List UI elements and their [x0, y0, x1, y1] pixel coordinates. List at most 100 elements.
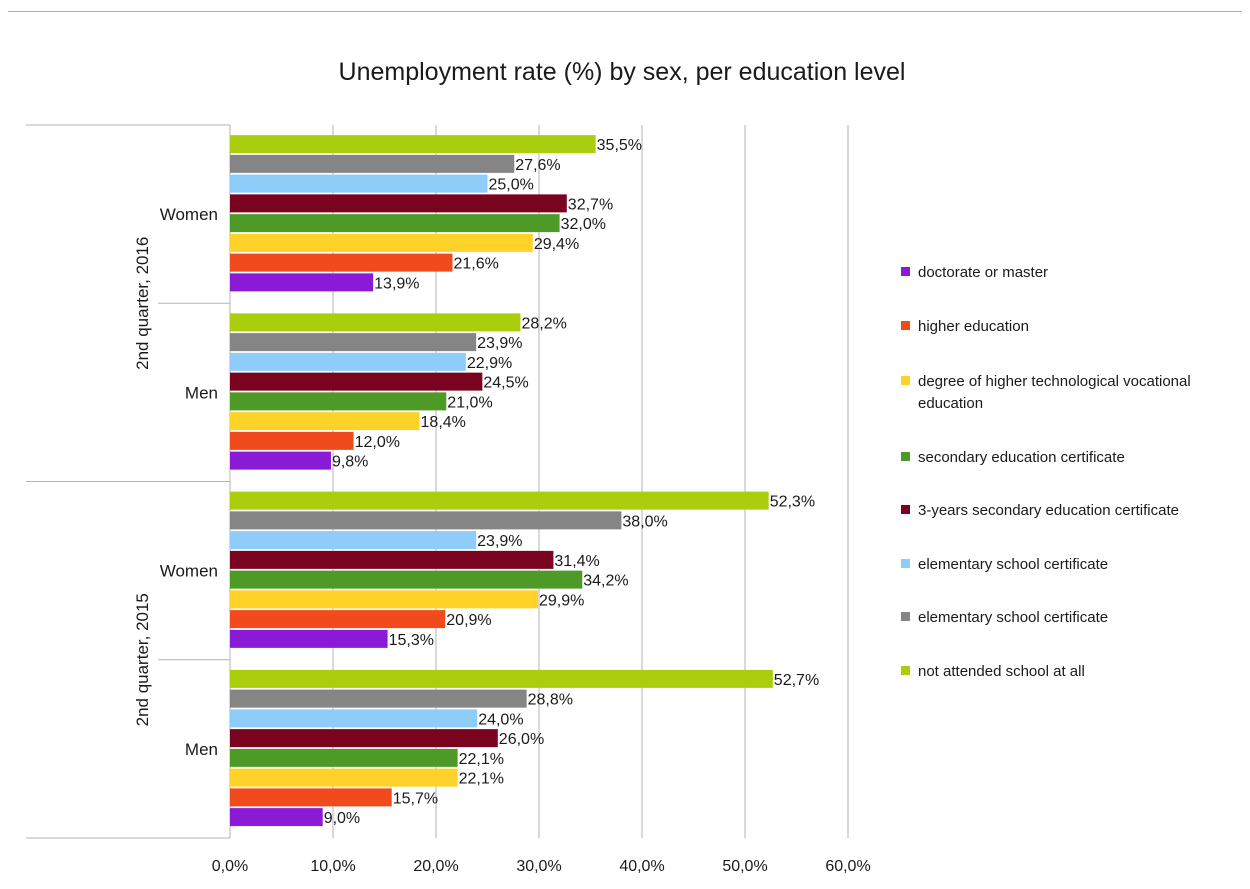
bar: [230, 372, 483, 391]
chart-frame: Unemployment rate (%) by sex, per educat…: [8, 11, 1242, 886]
data-label: 38,0%: [622, 513, 667, 530]
bar: [230, 431, 354, 450]
bar: [230, 629, 388, 648]
bar: [230, 570, 583, 589]
bar: [230, 392, 447, 411]
period-label: 2nd quarter, 2015: [133, 593, 152, 726]
legend-swatch: [901, 666, 910, 675]
x-tick-label: 40,0%: [619, 858, 664, 875]
legend-label: higher education: [918, 318, 1029, 335]
legend-swatch: [901, 612, 910, 621]
data-label: 29,4%: [534, 236, 579, 253]
data-label: 29,9%: [539, 592, 584, 609]
bar: [230, 333, 477, 352]
bar: [230, 709, 478, 728]
label-layer: 13,9% 21,6% 29,4% 32,0% 32,7% 25,0% 27,6% 35,5%…: [324, 137, 819, 827]
data-label: 23,9%: [477, 533, 522, 550]
bar: [230, 550, 554, 569]
bar: [230, 154, 515, 173]
bar: [230, 729, 498, 748]
data-label: 21,0%: [447, 394, 492, 411]
legend-label: 3-years secondary education certificate: [918, 502, 1179, 519]
data-label: 24,5%: [483, 375, 528, 392]
data-label: 32,7%: [568, 196, 613, 213]
x-tick-label: 60,0%: [825, 858, 870, 875]
bar: [230, 669, 773, 688]
data-label: 15,7%: [393, 790, 438, 807]
category-label: Women: [160, 562, 218, 581]
legend-swatch: [901, 267, 910, 276]
legend-label: degree of higher technological vocationa…: [918, 373, 1191, 412]
category-label: Men: [185, 383, 218, 402]
bar: [230, 590, 538, 609]
data-label: 18,4%: [421, 414, 466, 431]
bar: [230, 808, 323, 827]
data-label: 35,5%: [597, 137, 642, 154]
legend-swatch: [901, 376, 910, 385]
legend-swatch: [901, 505, 910, 514]
bar: [230, 748, 458, 767]
legend-swatch: [901, 452, 910, 461]
x-tick-label: 30,0%: [516, 858, 561, 875]
data-label: 24,0%: [478, 711, 523, 728]
category-label: Men: [185, 740, 218, 759]
bar: [230, 352, 466, 371]
data-label: 20,9%: [446, 612, 491, 629]
bar-chart: Unemployment rate (%) by sex, per educat…: [26, 58, 1191, 875]
data-label: 22,1%: [459, 771, 504, 788]
legend-label: doctorate or master: [918, 264, 1048, 281]
bar: [230, 313, 521, 332]
data-label: 28,2%: [521, 315, 566, 332]
x-tick-label: 10,0%: [310, 858, 355, 875]
data-label: 22,1%: [459, 751, 504, 768]
data-label: 32,0%: [561, 216, 606, 233]
bar: [230, 273, 374, 292]
data-label: 26,0%: [499, 731, 544, 748]
bar: [230, 233, 533, 252]
data-label: 22,9%: [467, 355, 512, 372]
bar: [230, 174, 488, 193]
bar: [230, 531, 477, 550]
data-label: 12,0%: [355, 434, 400, 451]
data-label: 31,4%: [554, 553, 599, 570]
x-tick-label: 20,0%: [413, 858, 458, 875]
legend-label: elementary school certificate: [918, 556, 1108, 573]
bar: [230, 253, 453, 272]
data-label: 28,8%: [528, 692, 573, 709]
category-label: Women: [160, 205, 218, 224]
chart-title: Unemployment rate (%) by sex, per educat…: [339, 58, 906, 86]
data-label: 52,3%: [770, 494, 815, 511]
legend-label: not attended school at all: [918, 663, 1085, 680]
data-label: 21,6%: [453, 256, 498, 273]
bar: [230, 451, 331, 470]
bar: [230, 689, 527, 708]
legend: doctorate or master higher education degre…: [901, 264, 1191, 680]
data-label: 9,8%: [332, 454, 368, 471]
data-label: 13,9%: [374, 275, 419, 292]
bar: [230, 788, 392, 807]
bar: [230, 511, 622, 530]
bar: [230, 135, 596, 154]
bar: [230, 194, 567, 213]
legend-label: elementary school certificate: [918, 609, 1108, 626]
x-tick-label: 0,0%: [212, 858, 248, 875]
data-label: 25,0%: [489, 177, 534, 194]
legend-swatch: [901, 321, 910, 330]
bar: [230, 491, 769, 510]
bar-layer: [230, 135, 773, 827]
axis-layer: 0,0% 10,0% 20,0% 30,0% 40,0% 50,0% 60,0% Women M…: [26, 124, 871, 875]
legend-swatch: [901, 559, 910, 568]
bar: [230, 768, 458, 787]
legend-label: secondary education certificate: [918, 449, 1125, 466]
bar: [230, 214, 560, 233]
bar: [230, 412, 420, 431]
data-label: 27,6%: [515, 157, 560, 174]
data-label: 15,3%: [389, 632, 434, 649]
data-label: 23,9%: [477, 335, 522, 352]
data-label: 52,7%: [774, 672, 819, 689]
x-tick-label: 50,0%: [722, 858, 767, 875]
period-label: 2nd quarter, 2016: [133, 237, 152, 370]
data-label: 9,0%: [324, 810, 360, 827]
bar: [230, 610, 446, 629]
data-label: 34,2%: [583, 573, 628, 590]
